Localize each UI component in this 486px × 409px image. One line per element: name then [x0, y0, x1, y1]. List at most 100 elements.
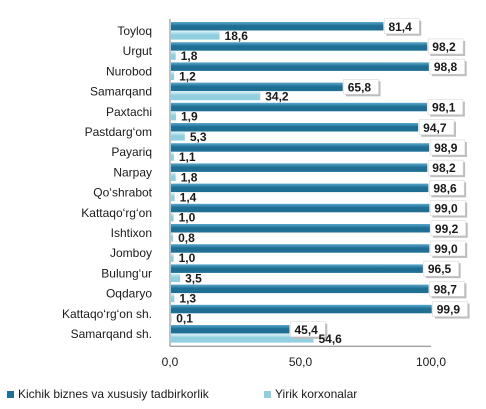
- bar-yirik-korxonalar: [171, 91, 261, 101]
- bar-yirik-korxonalar: [171, 212, 174, 222]
- data-label: 0,1: [176, 312, 193, 326]
- x-tick-label: 50,0: [289, 355, 313, 369]
- bar-kichik-biznes: [171, 264, 423, 273]
- data-label-box: [430, 240, 466, 257]
- bar-yirik-korxonalar: [171, 51, 176, 60]
- data-label-box: [429, 139, 466, 156]
- data-label: 1,2: [179, 69, 196, 83]
- data-label: 99,0: [434, 242, 458, 256]
- bar-yirik-korxonalar: [171, 253, 174, 262]
- data-label: 34,2: [265, 89, 289, 103]
- category-label: Narpay: [113, 165, 152, 179]
- bar-kichik-biznes: [171, 325, 290, 334]
- bar-yirik-korxonalar: [171, 172, 176, 181]
- category-label: Urgut: [123, 44, 153, 58]
- data-label: 1,9: [181, 110, 198, 124]
- data-label: 3,5: [185, 271, 202, 285]
- bar-kichik-biznes: [171, 203, 430, 213]
- data-label-box: [428, 38, 464, 55]
- bar-kichik-biznes: [171, 102, 428, 112]
- data-label-box: [430, 220, 466, 236]
- data-label: 65,8: [348, 80, 372, 94]
- bar-yirik-korxonalar: [171, 31, 220, 40]
- data-label-box: [428, 159, 464, 176]
- data-label-box: [427, 99, 464, 115]
- legend-label: Yirik korxonalar: [275, 387, 357, 401]
- bar-kichik-biznes: [171, 82, 343, 92]
- bar-yirik-korxonalar: [171, 111, 176, 121]
- legend-swatch: [264, 391, 271, 398]
- data-label-box: [384, 18, 420, 34]
- data-label: 54,6: [319, 332, 343, 346]
- x-tick-label: 100,0: [416, 355, 446, 369]
- data-label-box: [429, 58, 465, 75]
- data-label: 98,2: [432, 161, 456, 175]
- category-label: Jomboy: [110, 246, 152, 260]
- bar-yirik-korxonalar: [171, 313, 172, 323]
- data-label: 98,8: [434, 60, 458, 74]
- bar-kichik-biznes: [171, 143, 430, 152]
- data-label-box: [343, 79, 379, 95]
- category-label: Paxtachi: [106, 105, 152, 119]
- bar-kichik-biznes: [171, 224, 430, 233]
- category-label: Nurobod: [106, 64, 152, 78]
- category-label: Kattaqo‘rg‘on sh.: [62, 307, 152, 321]
- data-label-box: [290, 321, 326, 337]
- data-label: 98,2: [432, 40, 456, 54]
- bar-kichik-biznes: [171, 62, 429, 71]
- bar-yirik-korxonalar: [171, 273, 181, 282]
- data-label-box: [429, 281, 465, 297]
- category-label: Ishtixon: [111, 226, 152, 240]
- category-label: Oqdaryo: [106, 287, 152, 301]
- data-label: 1,8: [181, 170, 198, 184]
- data-label: 99,0: [434, 202, 458, 216]
- data-label: 1,8: [181, 49, 198, 63]
- data-label: 98,7: [434, 282, 458, 296]
- data-label: 96,5: [428, 262, 452, 276]
- data-label: 0,8: [178, 231, 195, 245]
- data-label: 98,6: [433, 181, 457, 195]
- bar-yirik-korxonalar: [171, 233, 174, 242]
- bar-kichik-biznes: [171, 123, 419, 132]
- bar-yirik-korxonalar: [171, 334, 314, 343]
- data-label: 98,1: [432, 101, 456, 115]
- data-label: 98,9: [434, 141, 458, 155]
- legend-swatch: [7, 391, 14, 398]
- category-label: Qo‘shrabot: [93, 186, 152, 200]
- category-label: Pastdarg‘om: [85, 125, 152, 139]
- data-label: 99,2: [435, 222, 459, 236]
- category-label: Bulung‘ur: [101, 266, 152, 280]
- data-label-box: [432, 301, 468, 317]
- data-label: 18,6: [225, 29, 249, 43]
- category-label: Toyloq: [117, 24, 152, 38]
- data-label: 99,9: [437, 303, 461, 317]
- data-label-box: [430, 200, 466, 216]
- data-label: 94,7: [423, 121, 447, 135]
- category-label: Kattaqo‘rg‘on: [81, 206, 152, 220]
- data-label: 1,1: [179, 150, 196, 164]
- data-label: 5,3: [190, 130, 207, 144]
- bar-kichik-biznes: [171, 183, 429, 193]
- bar-yirik-korxonalar: [171, 192, 175, 202]
- data-label-box: [429, 180, 465, 196]
- bar-yirik-korxonalar: [171, 152, 174, 161]
- x-tick-label: 0,0: [162, 355, 179, 369]
- legend-label: Kichik biznes va xususiy tadbirkorlik: [18, 387, 210, 401]
- bar-yirik-korxonalar: [171, 293, 175, 303]
- category-label: Payariq: [111, 145, 152, 159]
- bar-yirik-korxonalar: [171, 71, 175, 80]
- data-label: 1,0: [179, 251, 196, 265]
- bar-kichik-biznes: [171, 244, 430, 253]
- data-label: 1,4: [180, 190, 197, 204]
- data-label-box: [423, 260, 459, 277]
- bar-kichik-biznes: [171, 22, 384, 31]
- bar-kichik-biznes: [171, 304, 432, 314]
- bar-kichik-biznes: [171, 42, 428, 51]
- bar-kichik-biznes: [171, 163, 428, 172]
- data-label: 1,0: [179, 211, 196, 225]
- category-label: Samarqand: [90, 85, 152, 99]
- data-label: 45,4: [294, 323, 318, 337]
- bar-yirik-korxonalar: [171, 132, 185, 141]
- data-label: 81,4: [388, 20, 412, 34]
